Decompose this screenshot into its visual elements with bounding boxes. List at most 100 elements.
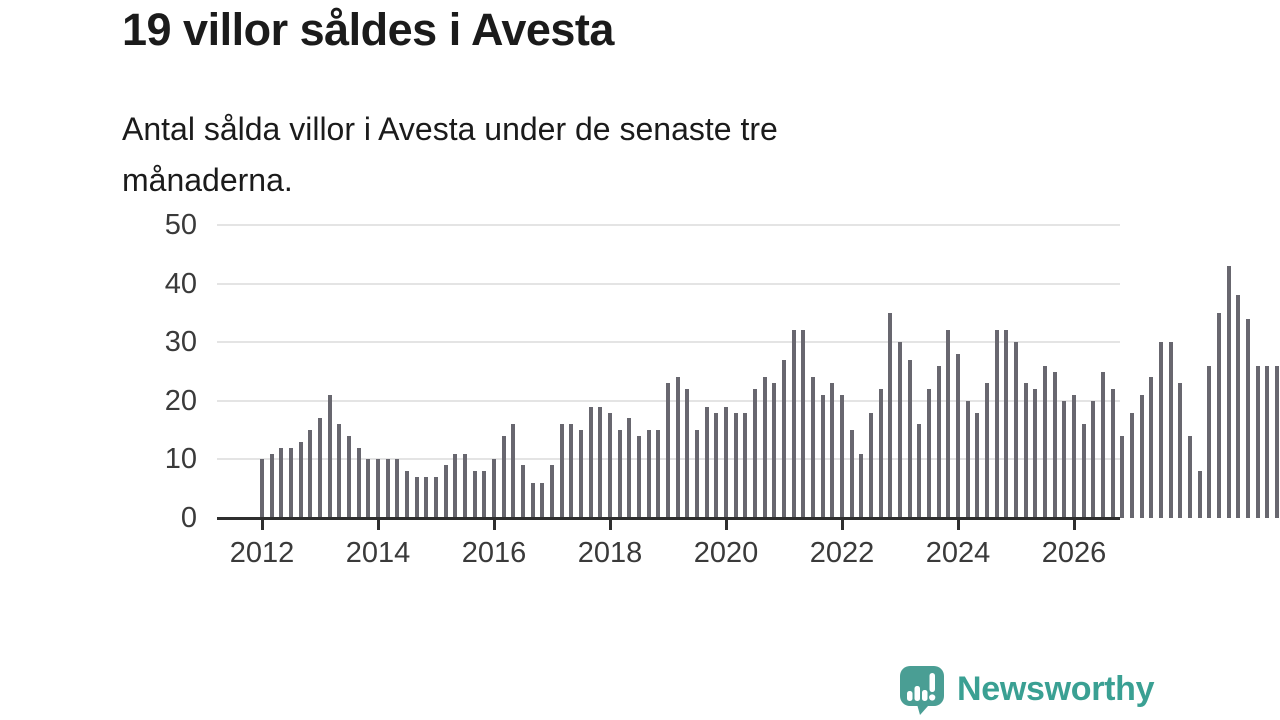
bar (811, 377, 815, 518)
x-axis-tick (956, 520, 960, 530)
bar (308, 430, 313, 518)
bar (550, 465, 554, 518)
bar (685, 389, 690, 518)
bar (608, 412, 612, 518)
bar (724, 406, 728, 518)
x-tick-label: 2012 (229, 537, 295, 569)
bar (1275, 365, 1279, 518)
x-axis-tick (724, 520, 728, 530)
bar (1178, 383, 1183, 518)
y-tick-label: 30 (164, 326, 197, 359)
bar (395, 459, 400, 518)
bar (1062, 400, 1067, 518)
bar (772, 383, 777, 518)
x-axis-line (217, 517, 1120, 520)
bar (627, 418, 632, 518)
bar (511, 424, 516, 518)
chart-subtitle: Antal sålda villor i Avesta under de sen… (122, 111, 778, 198)
bar (1004, 330, 1009, 518)
bar (521, 465, 525, 518)
bar (1014, 342, 1018, 518)
bar (695, 430, 699, 518)
x-tick-label: 2024 (925, 537, 991, 569)
bar (1246, 318, 1250, 518)
x-tick-label: 2022 (809, 537, 875, 569)
bar (1081, 424, 1086, 518)
y-tick-label: 20 (164, 384, 197, 417)
x-axis-tick (260, 520, 264, 530)
bar (956, 353, 960, 518)
x-tick-label: 2018 (577, 537, 643, 569)
bar (453, 453, 458, 518)
bar (965, 400, 970, 518)
bar (482, 471, 487, 518)
bar (443, 465, 448, 518)
bar (530, 482, 535, 518)
bar-chart: 0 10 20 30 40 50 2012 2014 2016 2018 2020 2022 2024… (164, 209, 1279, 569)
bar (637, 435, 641, 518)
x-axis-tick (376, 520, 380, 530)
bar (782, 359, 786, 518)
x-axis-tick (840, 520, 844, 530)
bar (975, 412, 980, 518)
brand-name: Newsworthy (957, 670, 1155, 708)
bar (840, 394, 844, 518)
bar-chart-speech-bubble-icon (900, 666, 944, 715)
bar (1168, 342, 1173, 518)
bar (1217, 312, 1221, 518)
x-tick-label: 2016 (461, 537, 527, 569)
y-tick-label: 10 (164, 443, 197, 476)
bar (927, 389, 931, 518)
bar (424, 476, 429, 518)
bar (569, 424, 574, 518)
bar (888, 312, 893, 518)
x-tick-label: 2014 (345, 537, 411, 569)
bar (472, 471, 477, 518)
bar (1265, 365, 1270, 518)
bar (579, 430, 583, 518)
bar (385, 459, 390, 518)
bar (588, 406, 593, 518)
bar (559, 424, 564, 518)
bar (1072, 394, 1076, 518)
x-axis-tick (492, 520, 496, 530)
y-tick-label: 40 (164, 267, 197, 300)
bar (617, 430, 622, 518)
gridline (217, 224, 1120, 226)
bar (501, 435, 506, 518)
bar (434, 476, 438, 518)
bar (666, 383, 670, 518)
bar (753, 389, 757, 518)
bar (1226, 266, 1231, 518)
bar (492, 459, 496, 518)
bar (1159, 342, 1163, 518)
gridline (217, 282, 1120, 285)
bar (327, 394, 332, 518)
bar (704, 406, 709, 518)
x-axis-tick (608, 520, 612, 530)
bar (1052, 371, 1057, 518)
x-tick-label: 2026 (1041, 537, 1107, 569)
bar (878, 389, 883, 518)
bar (714, 412, 719, 518)
bar (1091, 400, 1096, 518)
x-tick-label: 2020 (693, 537, 759, 569)
bar (405, 471, 409, 518)
bar (1101, 371, 1105, 518)
bar (279, 447, 284, 518)
bar (356, 447, 361, 518)
gridline (217, 341, 1120, 344)
bar (791, 330, 796, 518)
bar (337, 424, 342, 518)
newsworthy-logo: Newsworthy (898, 664, 1155, 715)
bar (1120, 435, 1125, 518)
bar (830, 383, 835, 518)
bar (646, 430, 651, 518)
bar (946, 330, 951, 518)
y-tick-label: 50 (164, 209, 197, 241)
bar (936, 365, 941, 518)
bar (994, 330, 999, 518)
bar (743, 412, 748, 518)
bar (598, 406, 603, 518)
bar (347, 435, 351, 518)
